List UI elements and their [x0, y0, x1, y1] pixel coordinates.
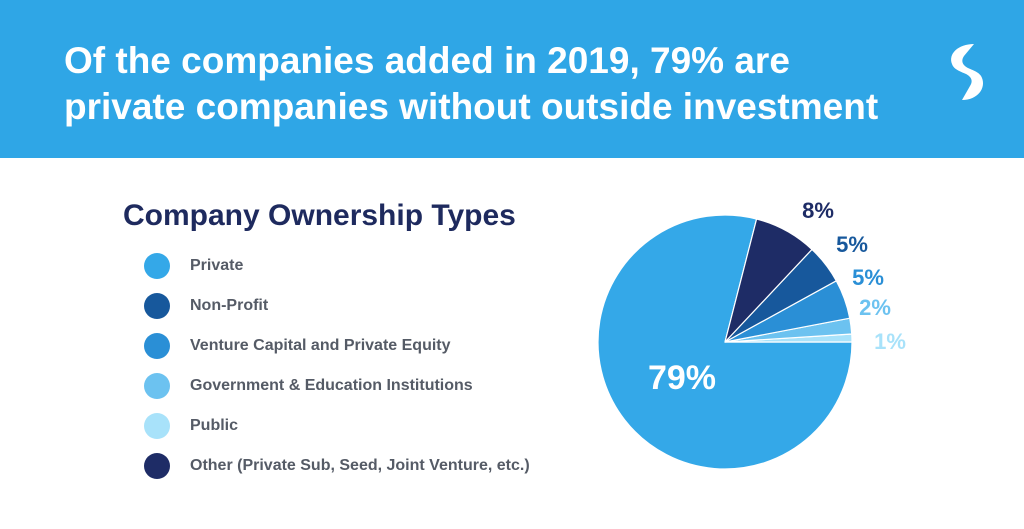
legend-swatch-government: [144, 373, 170, 399]
legend-item-other: Other (Private Sub, Seed, Joint Venture,…: [144, 452, 530, 480]
legend-item-non-profit: Non-Profit: [144, 292, 268, 320]
pie-label-other-private-sub-seed-joint-venture-etc: 8%: [802, 198, 834, 223]
pie-slice-other-private-sub-seed-joint-venture-etc: [724, 218, 813, 343]
pie-label-public: 1%: [874, 329, 906, 354]
s-logo-icon: [951, 44, 984, 100]
legend-label-public: Public: [190, 417, 239, 434]
legend-swatch-other: [144, 453, 170, 479]
legend-swatch-private: [144, 253, 170, 279]
pie-label-government-education-institutions: 2%: [859, 295, 891, 320]
chart-title: Company Ownership Types: [123, 199, 516, 232]
legend-swatch-venture-capital: [144, 333, 170, 359]
legend-item-public: Public: [144, 412, 238, 440]
headline: Of the companies added in 2019, 79% are …: [64, 38, 924, 130]
legend-label-other: Other (Private Sub, Seed, Joint Venture,…: [190, 457, 530, 474]
legend-swatch-public: [144, 413, 170, 439]
legend-item-private: Private: [144, 252, 243, 280]
legend-swatch-non-profit: [144, 293, 170, 319]
pie-chart: 79%1%2%5%5%8%: [597, 198, 906, 470]
pie-label-non-profit: 5%: [836, 232, 868, 257]
legend-label-government: Government & Education Institutions: [190, 377, 473, 394]
legend-label-venture-capital: Venture Capital and Private Equity: [190, 337, 451, 354]
pie-label-venture-capital-and-private-equity: 5%: [852, 265, 884, 290]
header-banner: Of the companies added in 2019, 79% are …: [0, 0, 1024, 158]
headline-line-1: Of the companies added in 2019, 79% are: [64, 40, 790, 81]
headline-line-2: private companies without outside invest…: [64, 86, 879, 127]
legend-item-venture-capital: Venture Capital and Private Equity: [144, 332, 451, 360]
pie-label-private: 79%: [648, 359, 716, 397]
legend-label-private: Private: [190, 257, 244, 274]
legend-item-government: Government & Education Institutions: [144, 372, 473, 400]
legend-label-non-profit: Non-Profit: [190, 297, 269, 314]
